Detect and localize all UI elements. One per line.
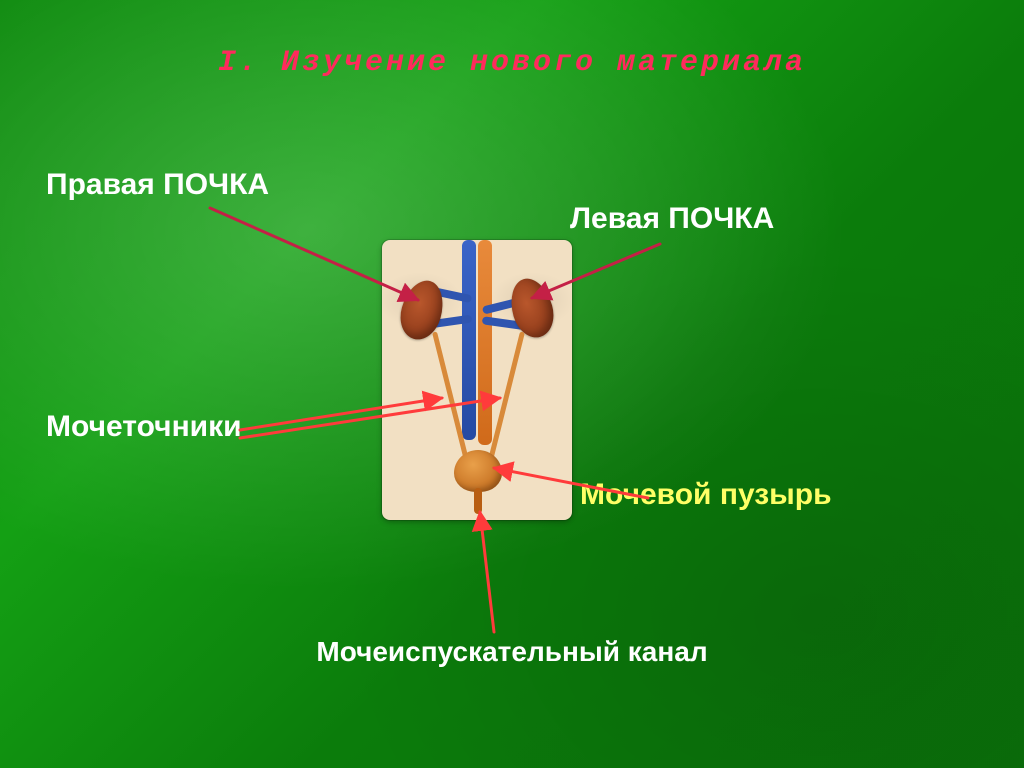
label-urethra: Мочеиспускательный канал [0,636,1024,668]
slide-title: I. Изучение нового материала [0,46,1024,80]
urethra-arrow [480,512,494,632]
kidney-left-shape [505,274,560,343]
aorta-shape [478,240,492,445]
label-ureters: Мочеточники [46,410,242,444]
vena-cava-shape [462,240,476,440]
label-bladder: Мочевой пузырь [580,478,832,512]
label-left-kidney: Левая ПОЧКА [570,202,774,236]
bladder-shape [454,450,502,492]
label-right-kidney: Правая ПОЧКА [46,168,269,202]
kidney-right-shape [395,276,450,345]
anatomy-image [382,240,572,520]
slide: I. Изучение нового материала Правая ПОЧК… [0,0,1024,768]
urethra-shape [474,488,482,514]
